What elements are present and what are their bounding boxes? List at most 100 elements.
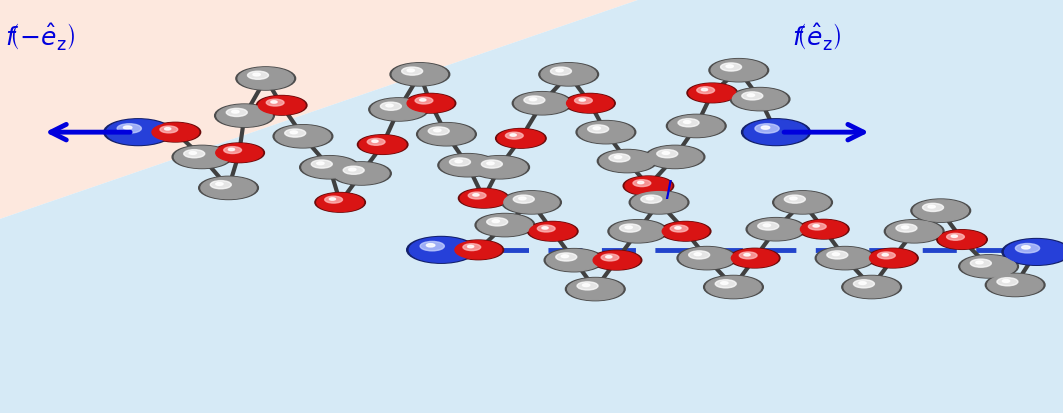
Circle shape <box>647 146 703 168</box>
Circle shape <box>614 156 622 159</box>
Circle shape <box>677 247 737 270</box>
Circle shape <box>748 218 804 240</box>
Circle shape <box>842 275 901 299</box>
Circle shape <box>440 154 495 176</box>
Circle shape <box>597 150 657 173</box>
Circle shape <box>896 224 917 232</box>
Circle shape <box>660 221 711 241</box>
Circle shape <box>381 102 402 110</box>
Circle shape <box>578 121 634 143</box>
Circle shape <box>210 180 232 189</box>
Circle shape <box>199 176 258 199</box>
Circle shape <box>229 148 235 151</box>
Circle shape <box>371 99 426 120</box>
Circle shape <box>487 218 508 226</box>
Circle shape <box>808 223 826 230</box>
Circle shape <box>477 214 533 236</box>
Circle shape <box>574 97 592 104</box>
Circle shape <box>755 124 779 133</box>
Circle shape <box>1002 280 1010 282</box>
Circle shape <box>524 96 545 104</box>
Circle shape <box>544 249 604 272</box>
Circle shape <box>706 276 761 298</box>
Circle shape <box>623 176 674 196</box>
Circle shape <box>669 115 724 137</box>
Circle shape <box>487 162 494 165</box>
Circle shape <box>514 93 570 114</box>
Circle shape <box>359 135 406 154</box>
Circle shape <box>629 191 689 214</box>
Circle shape <box>407 69 415 72</box>
Circle shape <box>946 233 964 240</box>
Circle shape <box>512 92 572 115</box>
Circle shape <box>473 194 479 196</box>
Circle shape <box>117 124 141 133</box>
Circle shape <box>438 154 497 177</box>
Circle shape <box>662 222 709 240</box>
Circle shape <box>123 126 132 129</box>
Circle shape <box>939 230 985 249</box>
Circle shape <box>1022 246 1030 249</box>
Circle shape <box>901 226 909 229</box>
Circle shape <box>928 205 935 208</box>
Circle shape <box>731 249 778 267</box>
Circle shape <box>546 249 602 271</box>
Circle shape <box>405 93 456 113</box>
Circle shape <box>369 98 428 121</box>
Circle shape <box>715 280 737 288</box>
Circle shape <box>732 88 788 110</box>
Circle shape <box>646 197 654 200</box>
Circle shape <box>988 274 1043 296</box>
Circle shape <box>758 222 779 230</box>
Circle shape <box>744 120 808 145</box>
Circle shape <box>189 152 197 154</box>
Circle shape <box>657 150 678 158</box>
Circle shape <box>761 126 770 129</box>
Circle shape <box>576 121 636 144</box>
Circle shape <box>638 181 644 184</box>
Circle shape <box>492 220 500 223</box>
Circle shape <box>434 129 441 132</box>
Circle shape <box>226 108 248 116</box>
Circle shape <box>971 259 992 267</box>
Circle shape <box>502 191 561 214</box>
Circle shape <box>997 278 1018 286</box>
Circle shape <box>976 261 983 264</box>
Circle shape <box>709 59 769 82</box>
Circle shape <box>729 248 780 268</box>
Circle shape <box>216 144 263 162</box>
Circle shape <box>367 138 385 145</box>
Circle shape <box>216 183 223 185</box>
Circle shape <box>271 101 277 103</box>
Circle shape <box>510 134 517 136</box>
Circle shape <box>859 282 866 285</box>
Circle shape <box>632 180 651 187</box>
Circle shape <box>775 192 830 213</box>
Circle shape <box>256 95 307 115</box>
Circle shape <box>290 131 298 134</box>
Circle shape <box>679 247 735 269</box>
Circle shape <box>773 191 832 214</box>
Circle shape <box>961 256 1016 277</box>
Circle shape <box>300 156 359 179</box>
Circle shape <box>561 255 569 258</box>
Circle shape <box>721 63 742 71</box>
Circle shape <box>223 147 241 154</box>
Circle shape <box>232 110 239 113</box>
Circle shape <box>372 140 378 142</box>
Circle shape <box>529 222 576 240</box>
Circle shape <box>330 198 336 200</box>
Circle shape <box>625 177 672 195</box>
Circle shape <box>1002 239 1063 265</box>
Circle shape <box>184 150 205 158</box>
Circle shape <box>455 241 502 259</box>
Circle shape <box>275 126 331 147</box>
Circle shape <box>513 195 535 203</box>
Circle shape <box>462 244 480 251</box>
Circle shape <box>238 68 293 89</box>
Circle shape <box>349 168 356 171</box>
Circle shape <box>172 145 232 169</box>
Circle shape <box>472 157 527 178</box>
Circle shape <box>867 248 918 268</box>
Circle shape <box>248 71 269 79</box>
